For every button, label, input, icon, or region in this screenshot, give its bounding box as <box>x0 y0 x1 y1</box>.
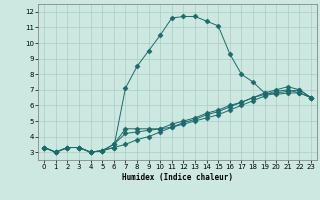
X-axis label: Humidex (Indice chaleur): Humidex (Indice chaleur) <box>122 173 233 182</box>
